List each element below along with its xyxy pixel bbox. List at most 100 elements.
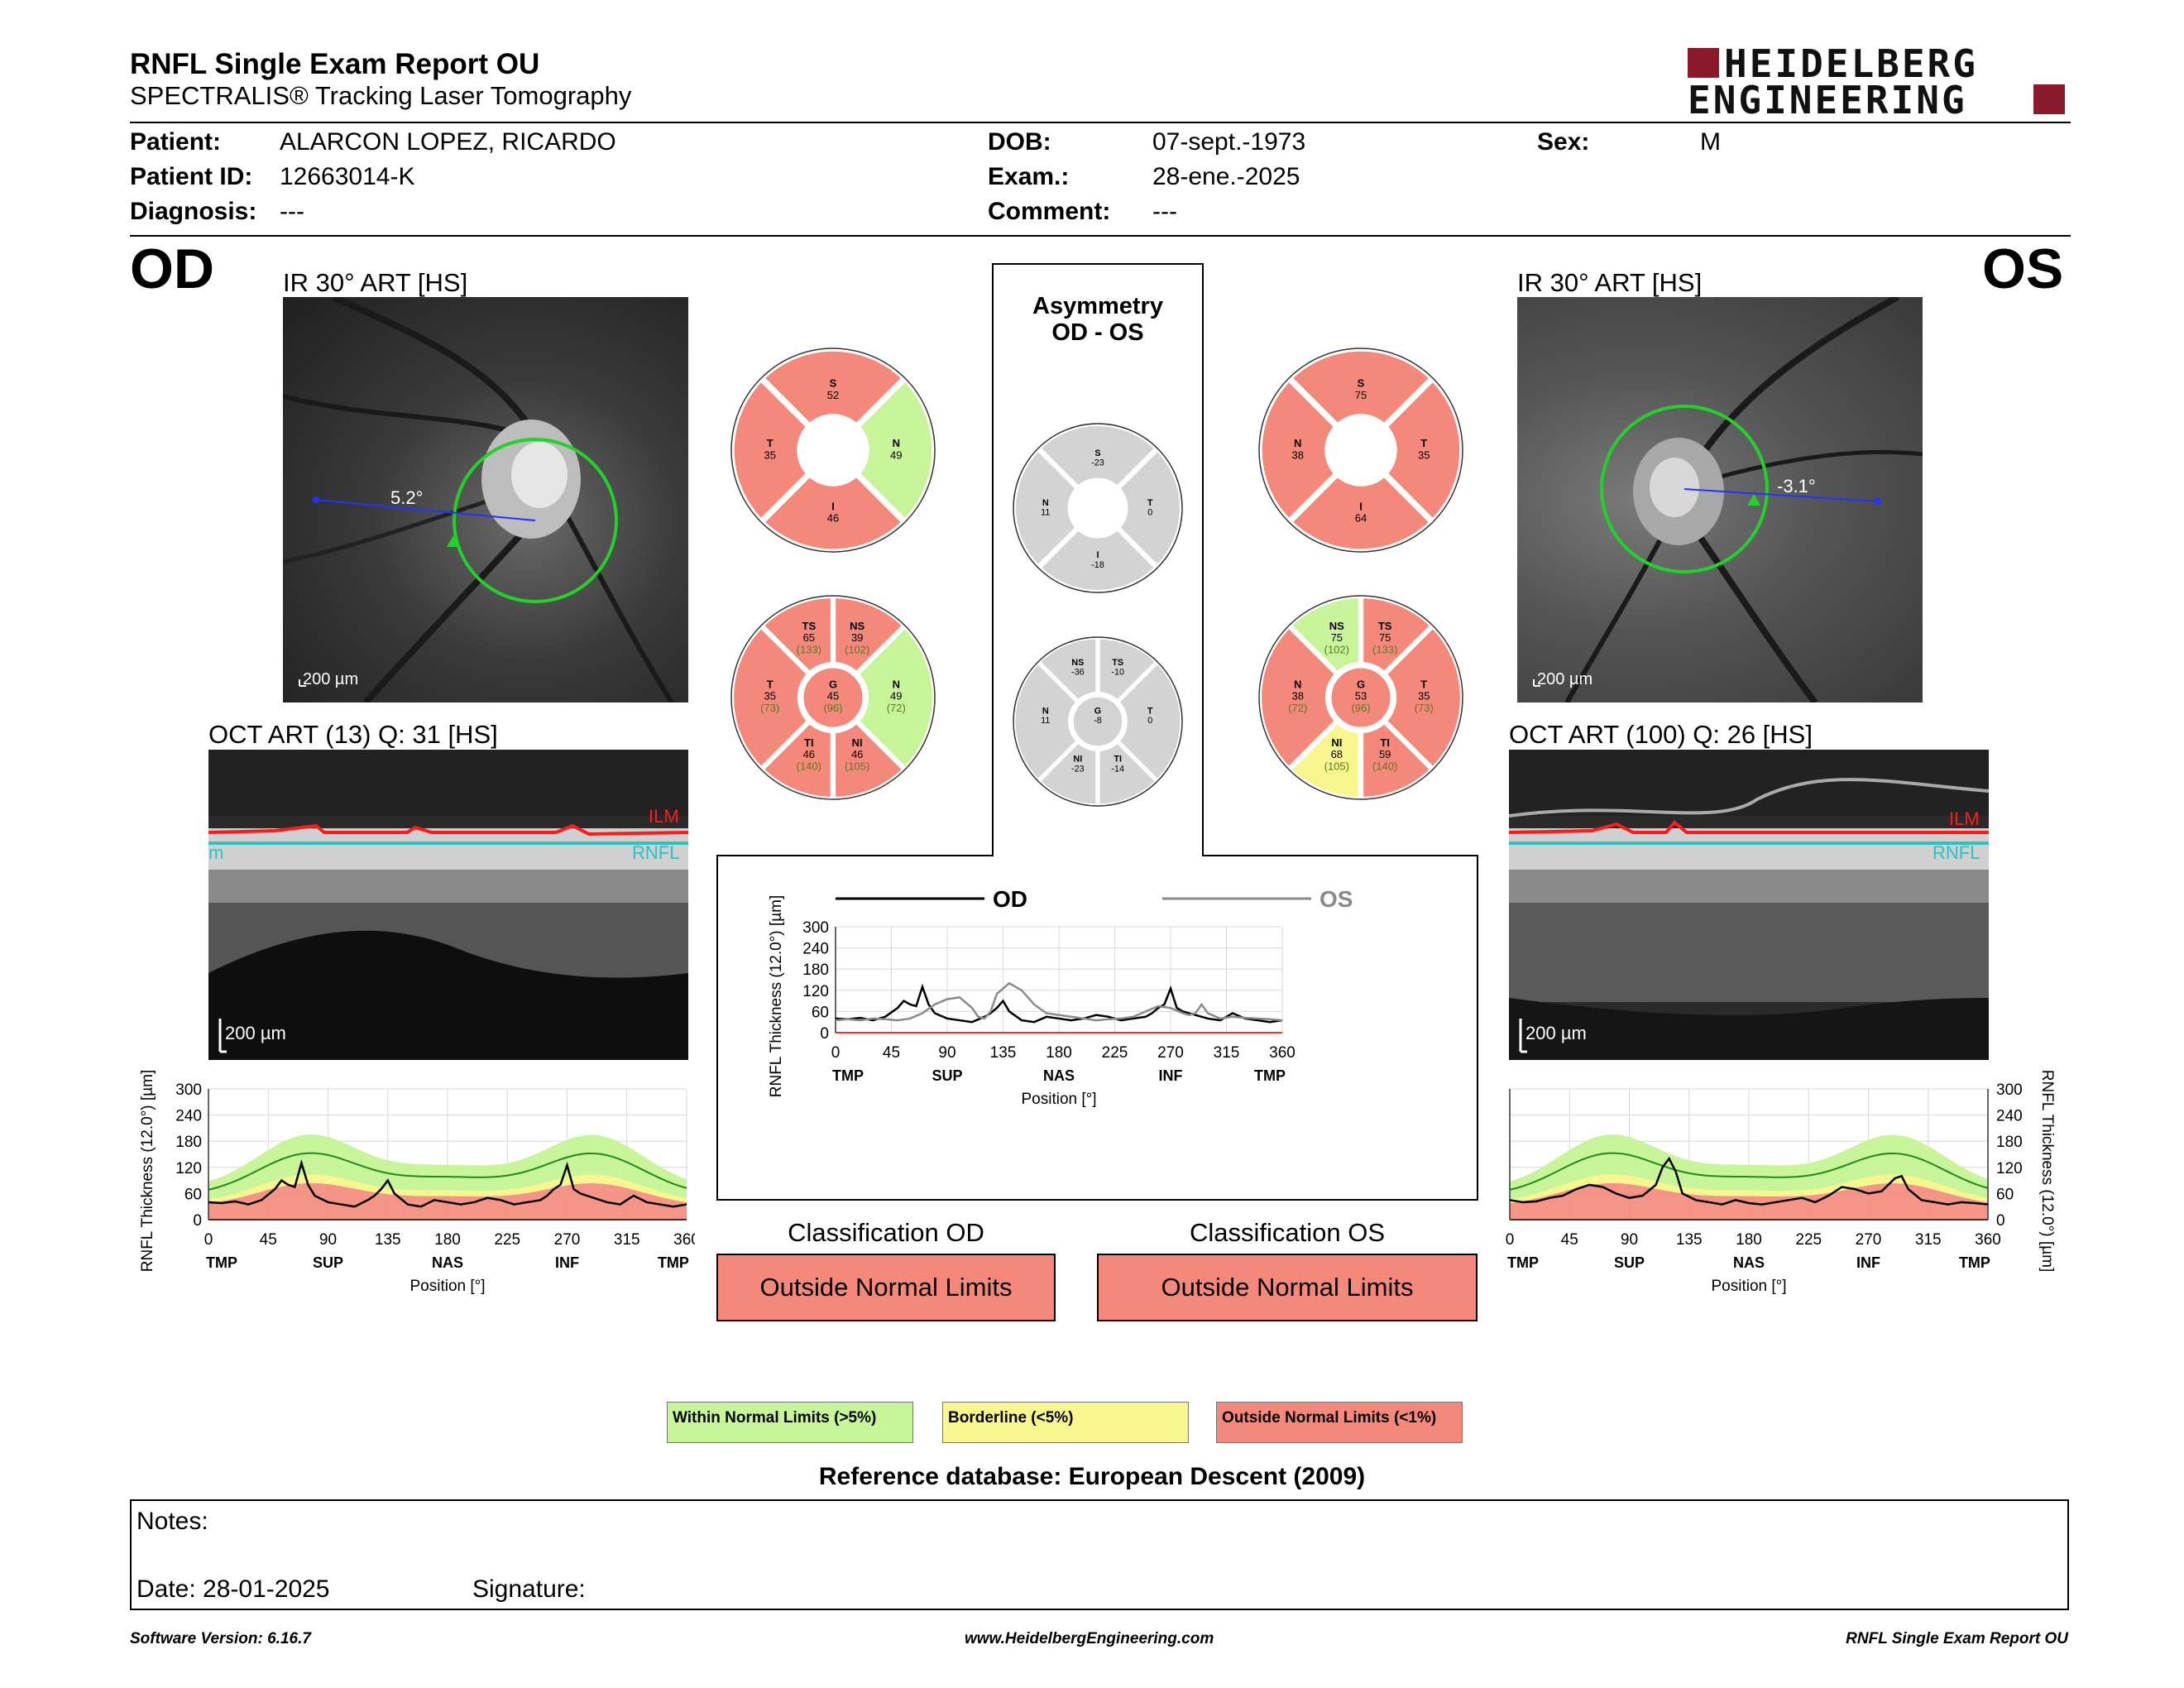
- x-tick-label: 0: [204, 1231, 213, 1249]
- sector-position-label: SUP: [1614, 1254, 1645, 1271]
- y-tick-label: 300: [1996, 1081, 2023, 1099]
- normative-mean-line: [1509, 1152, 1989, 1191]
- report-title: RNFL Single Exam Report OU: [130, 48, 540, 80]
- asym6-sector-UR-value: -10: [1111, 668, 1124, 678]
- heidelberg-logo: HEIDELBERG ENGINEERING: [1688, 41, 2068, 122]
- signature-label: Signature:: [472, 1575, 586, 1603]
- y-tick-label: 300: [175, 1081, 202, 1099]
- od6-sector-LR-label: NI: [852, 736, 863, 749]
- legend-borderline: Borderline (<5%): [942, 1402, 1189, 1443]
- x-tick-label: 45: [1561, 1231, 1578, 1249]
- asym6-sector-G-label: G: [1094, 706, 1101, 716]
- od-angle-text: 5.2°: [390, 487, 423, 508]
- sector-position-label: TMP: [206, 1254, 237, 1271]
- os-eye-label: OS: [1982, 237, 2064, 300]
- od6-sector-L-label: T: [767, 678, 774, 690]
- od6-sector-UL-label: TS: [802, 620, 817, 632]
- patient-id: 12663014-K: [280, 163, 415, 190]
- x-tick-label: 360: [673, 1231, 695, 1249]
- legend-within-normal: Within Normal Limits (>5%): [667, 1402, 913, 1443]
- dob-label: DOB:: [988, 128, 1051, 156]
- asym6-sector-L-value: 11: [1041, 716, 1050, 726]
- asym6-sector-G-value: -8: [1094, 716, 1102, 726]
- x-tick-label: 315: [1915, 1231, 1942, 1249]
- os6-sector-LR-value: 59: [1379, 748, 1391, 760]
- y-tick-label: 60: [1996, 1186, 2014, 1203]
- od-oct-image: ILM RNFL m 200 µm: [208, 750, 688, 1060]
- os-sector-diagram: NS75(102)TS75(133)N38(72)T35(73)NI68(105…: [1257, 594, 1464, 801]
- sector-position-label: INF: [1159, 1067, 1183, 1084]
- od6-sector-LR-value: 46: [851, 748, 863, 760]
- asym6-sector-UR-label: TS: [1112, 658, 1123, 668]
- exam-date: 28-ene.-2025: [1152, 163, 1300, 190]
- x-tick-label: 315: [614, 1231, 640, 1249]
- notes-box[interactable]: Notes: Date: 28-01-2025 Signature:: [130, 1499, 2069, 1610]
- normative-mean-line: [208, 1152, 687, 1191]
- od6-sector-UR-label: NS: [850, 620, 864, 632]
- asym6-sector-LR-value: -14: [1111, 765, 1124, 774]
- sex-label: Sex:: [1537, 128, 1590, 156]
- y-tick-label: 120: [802, 983, 829, 1000]
- os4-sector-S-value: 75: [1355, 389, 1367, 401]
- os-oct-label: OCT ART (100) Q: 26 [HS]: [1509, 720, 1813, 749]
- y-tick-label: 180: [175, 1134, 202, 1151]
- asym4-sector-N-value: 0: [1147, 508, 1152, 518]
- os6-sector-LL-label: NI: [1331, 736, 1342, 749]
- classification-os-box: Outside Normal Limits: [1097, 1254, 1478, 1321]
- asym4-sector-T-label: N: [1042, 498, 1049, 508]
- y-tick-label: 120: [175, 1160, 202, 1177]
- notes-date: Date: 28-01-2025: [136, 1575, 330, 1603]
- od-ilm-label: ILM: [649, 806, 679, 827]
- os6-sector-L-reference: (72): [1288, 702, 1307, 714]
- asymmetry-sector-diagram: NS-36 TS-10 N11 T0 NI-23 TI-14 G-8: [1012, 635, 1184, 808]
- y-tick-label: 0: [193, 1212, 202, 1230]
- y-tick-label: 60: [184, 1186, 202, 1203]
- x-tick-label: 360: [1975, 1231, 2001, 1249]
- od4-sector-I-label: I: [831, 500, 835, 512]
- od4-sector-N-value: 49: [890, 448, 902, 461]
- os-oct-scale: 200 µm: [1525, 1023, 1587, 1043]
- os6-sector-LR-reference: (140): [1372, 760, 1397, 772]
- comment-label: Comment:: [988, 198, 1111, 225]
- y-axis-label: RNFL Thickness (12.0°) [µm]: [139, 1070, 156, 1273]
- od6-sector-L-value: 35: [764, 690, 776, 703]
- y-tick-label: 180: [802, 961, 829, 979]
- os-ilm-label: ILM: [1949, 808, 1980, 829]
- y-tick-label: 0: [1996, 1212, 2005, 1230]
- website-link[interactable]: www.HeidelbergEngineering.com: [965, 1630, 1214, 1647]
- od6-sector-R-value: 49: [890, 690, 902, 703]
- x-tick-label: 270: [554, 1231, 581, 1249]
- sector-position-label: TMP: [1254, 1067, 1286, 1084]
- x-tick-label: 180: [434, 1231, 461, 1249]
- od6-sector-UL-value: 65: [803, 631, 815, 644]
- y-tick-label: 300: [802, 919, 829, 937]
- od4-sector-N-label: N: [893, 437, 900, 449]
- dob-value: 07-sept.-1973: [1152, 128, 1306, 156]
- od-scale-text: 200 µm: [303, 670, 358, 688]
- comment-value: ---: [1152, 198, 1177, 225]
- patient-label: Patient:: [130, 128, 222, 156]
- report-subtitle: SPECTRALIS® Tracking Laser Tomography: [130, 81, 632, 110]
- series-line-os: [835, 981, 1283, 1022]
- diagnosis-value: ---: [280, 198, 304, 225]
- os6-sector-LR-label: TI: [1380, 736, 1390, 749]
- os6-sector-G-label: G: [1357, 678, 1365, 690]
- os4-sector-I-label: I: [1359, 500, 1363, 512]
- asym6-sector-R-value: 0: [1147, 716, 1152, 726]
- x-tick-label: 90: [1621, 1231, 1638, 1249]
- y-tick-label: 240: [802, 941, 829, 958]
- y-tick-label: 0: [820, 1025, 829, 1043]
- y-tick-label: 180: [1996, 1134, 2023, 1151]
- asym4-sector-I-value: -18: [1091, 560, 1104, 570]
- y-tick-label: 240: [1996, 1108, 2023, 1125]
- x-tick-label: 225: [1795, 1231, 1822, 1249]
- asym6-sector-R-label: T: [1147, 706, 1153, 716]
- os4-sector-I-value: 64: [1355, 512, 1367, 525]
- y-axis-label: RNFL Thickness (12.0°) [µm]: [768, 895, 785, 1098]
- os6-sector-UL-label: NS: [1329, 620, 1344, 632]
- os4-sector-S-label: S: [1358, 377, 1365, 390]
- legend-outside-normal: Outside Normal Limits (<1%): [1216, 1402, 1463, 1443]
- x-tick-label: 45: [260, 1231, 277, 1249]
- os-fundus-image: -3.1° 200 µm: [1517, 297, 1923, 703]
- asym4-sector-N-label: T: [1147, 498, 1153, 508]
